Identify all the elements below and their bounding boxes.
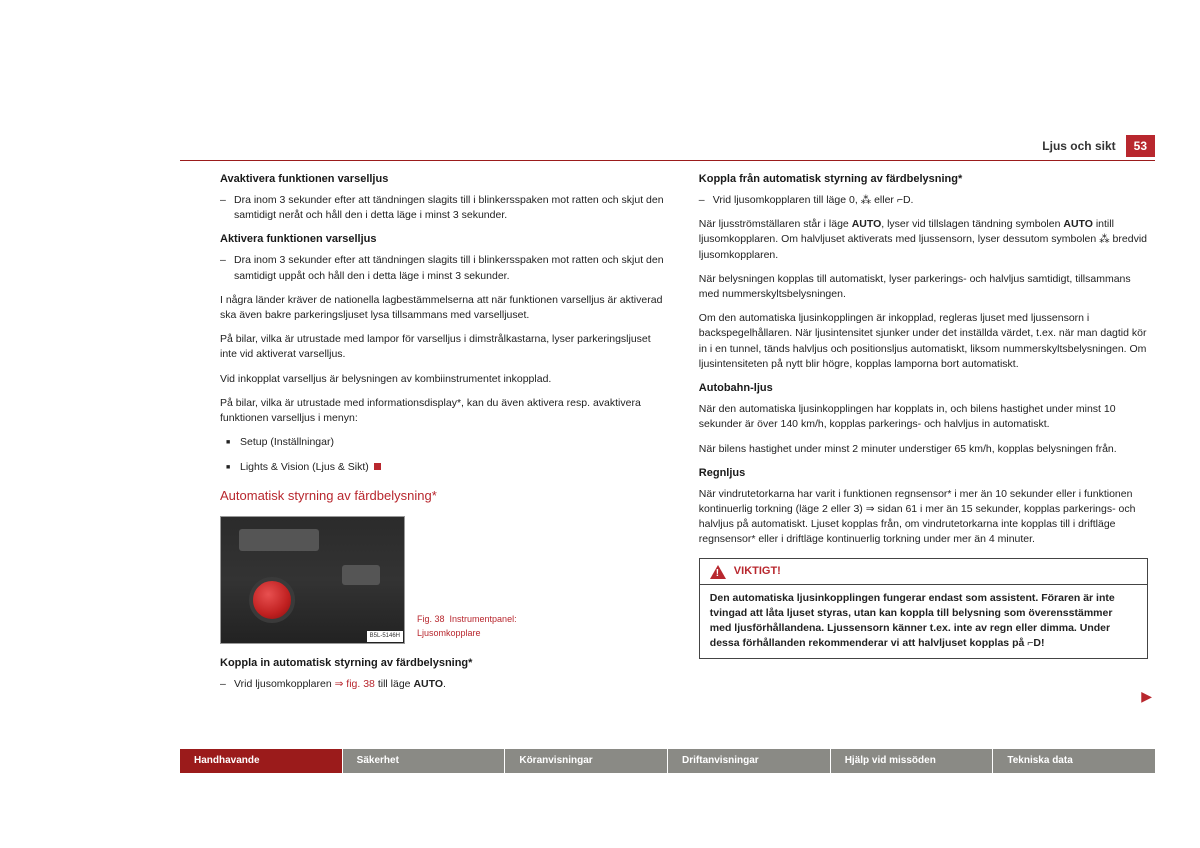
- body-text: Om den automatiska ljusinkopplingen är i…: [699, 311, 1148, 372]
- dash-panel-icon: [239, 529, 319, 551]
- tab-hjalp[interactable]: Hjälp vid missöden: [830, 749, 993, 773]
- tab-sakerhet[interactable]: Säkerhet: [342, 749, 505, 773]
- body-text: När bilens hastighet under minst 2 minut…: [699, 442, 1148, 457]
- continuation-arrow-icon: ▶: [1141, 688, 1152, 705]
- step-activate: Dra inom 3 sekunder efter att tändningen…: [220, 253, 669, 283]
- page-header: Ljus och sikt 53: [1042, 135, 1155, 157]
- subheading-autobahn: Autobahn-ljus: [699, 381, 1148, 397]
- tab-koranvisningar[interactable]: Köranvisningar: [504, 749, 667, 773]
- heading-deactivate: Avaktivera funktionen varselljus: [220, 172, 669, 188]
- text-fragment: , lyser vid tillslagen tändning symbolen: [881, 218, 1063, 230]
- bold-text: AUTO: [413, 678, 443, 690]
- tab-tekniska[interactable]: Tekniska data: [992, 749, 1155, 773]
- bold-text: AUTO: [1063, 218, 1093, 230]
- end-marker-icon: [374, 463, 381, 470]
- figure-image: B5L-5146H: [220, 516, 405, 644]
- text-fragment: till läge: [375, 678, 414, 690]
- heading-enable-auto: Koppla in automatisk styrning av färdbel…: [220, 656, 669, 672]
- text-fragment: .: [443, 678, 446, 690]
- step-enable-auto: Vrid ljusomkopplaren ⇒ fig. 38 till läge…: [220, 677, 669, 692]
- manual-page: Ljus och sikt 53 Avaktivera funktionen v…: [0, 0, 1200, 848]
- warning-box: VIKTIGT! Den automatiska ljusinkopplinge…: [699, 558, 1148, 660]
- heading-disable-auto: Koppla från automatisk styrning av färdb…: [699, 172, 1148, 188]
- section-heading-auto: Automatisk styrning av färdbelysning*: [220, 487, 669, 506]
- menu-item-label: Lights & Vision (Ljus & Sikt): [240, 461, 369, 473]
- light-switch-knob-icon: [249, 577, 295, 623]
- warning-title: VIKTIGT!: [734, 564, 781, 580]
- text-fragment: När ljusströmställaren står i läge: [699, 218, 852, 230]
- menu-item: Lights & Vision (Ljus & Sikt): [220, 460, 669, 475]
- body-text: Vid inkopplat varselljus är belysningen …: [220, 372, 669, 387]
- figure-id-tag: B5L-5146H: [367, 631, 403, 642]
- warning-triangle-icon: [710, 565, 726, 579]
- content-columns: Avaktivera funktionen varselljus Dra ino…: [220, 172, 1155, 701]
- heading-activate: Aktivera funktionen varselljus: [220, 232, 669, 248]
- step-deactivate: Dra inom 3 sekunder efter att tändningen…: [220, 193, 669, 223]
- body-text: I några länder kräver de nationella lagb…: [220, 293, 669, 323]
- body-text: På bilar, vilka är utrustade med informa…: [220, 396, 669, 426]
- tab-handhavande[interactable]: Handhavande: [180, 749, 342, 773]
- menu-item: Setup (Inställningar): [220, 435, 669, 450]
- text-fragment: Vrid ljusomkopplaren: [234, 678, 335, 690]
- section-title: Ljus och sikt: [1042, 139, 1115, 153]
- bold-text: AUTO: [852, 218, 882, 230]
- body-text: När vindrutetorkarna har varit i funktio…: [699, 487, 1148, 548]
- dash-button-icon: [342, 565, 380, 585]
- figure-caption: Fig. 38 Instrumentpanel: Ljusomkopplare: [417, 613, 557, 643]
- footer-nav-tabs: Handhavande Säkerhet Köranvisningar Drif…: [180, 749, 1155, 773]
- body-text: När ljusströmställaren står i läge AUTO,…: [699, 217, 1148, 263]
- header-rule: [180, 160, 1155, 161]
- cross-reference: ⇒ fig. 38: [335, 678, 375, 690]
- right-column: Koppla från automatisk styrning av färdb…: [699, 172, 1148, 701]
- left-column: Avaktivera funktionen varselljus Dra ino…: [220, 172, 669, 701]
- body-text: När den automatiska ljusinkopplingen har…: [699, 402, 1148, 432]
- figure-38: B5L-5146H Fig. 38 Instrumentpanel: Ljuso…: [220, 516, 669, 644]
- page-number: 53: [1126, 135, 1155, 157]
- subheading-rain: Regnljus: [699, 466, 1148, 482]
- body-text: När belysningen kopplas till automatiskt…: [699, 272, 1148, 302]
- step-disable-auto: Vrid ljusomkopplaren till läge 0, ⁂ elle…: [699, 193, 1148, 208]
- body-text: På bilar, vilka är utrustade med lampor …: [220, 332, 669, 362]
- figure-label: Fig. 38: [417, 614, 445, 624]
- warning-body: Den automatiska ljusinkopplingen fungera…: [700, 585, 1147, 658]
- warning-header: VIKTIGT!: [700, 559, 1147, 586]
- tab-driftanvisningar[interactable]: Driftanvisningar: [667, 749, 830, 773]
